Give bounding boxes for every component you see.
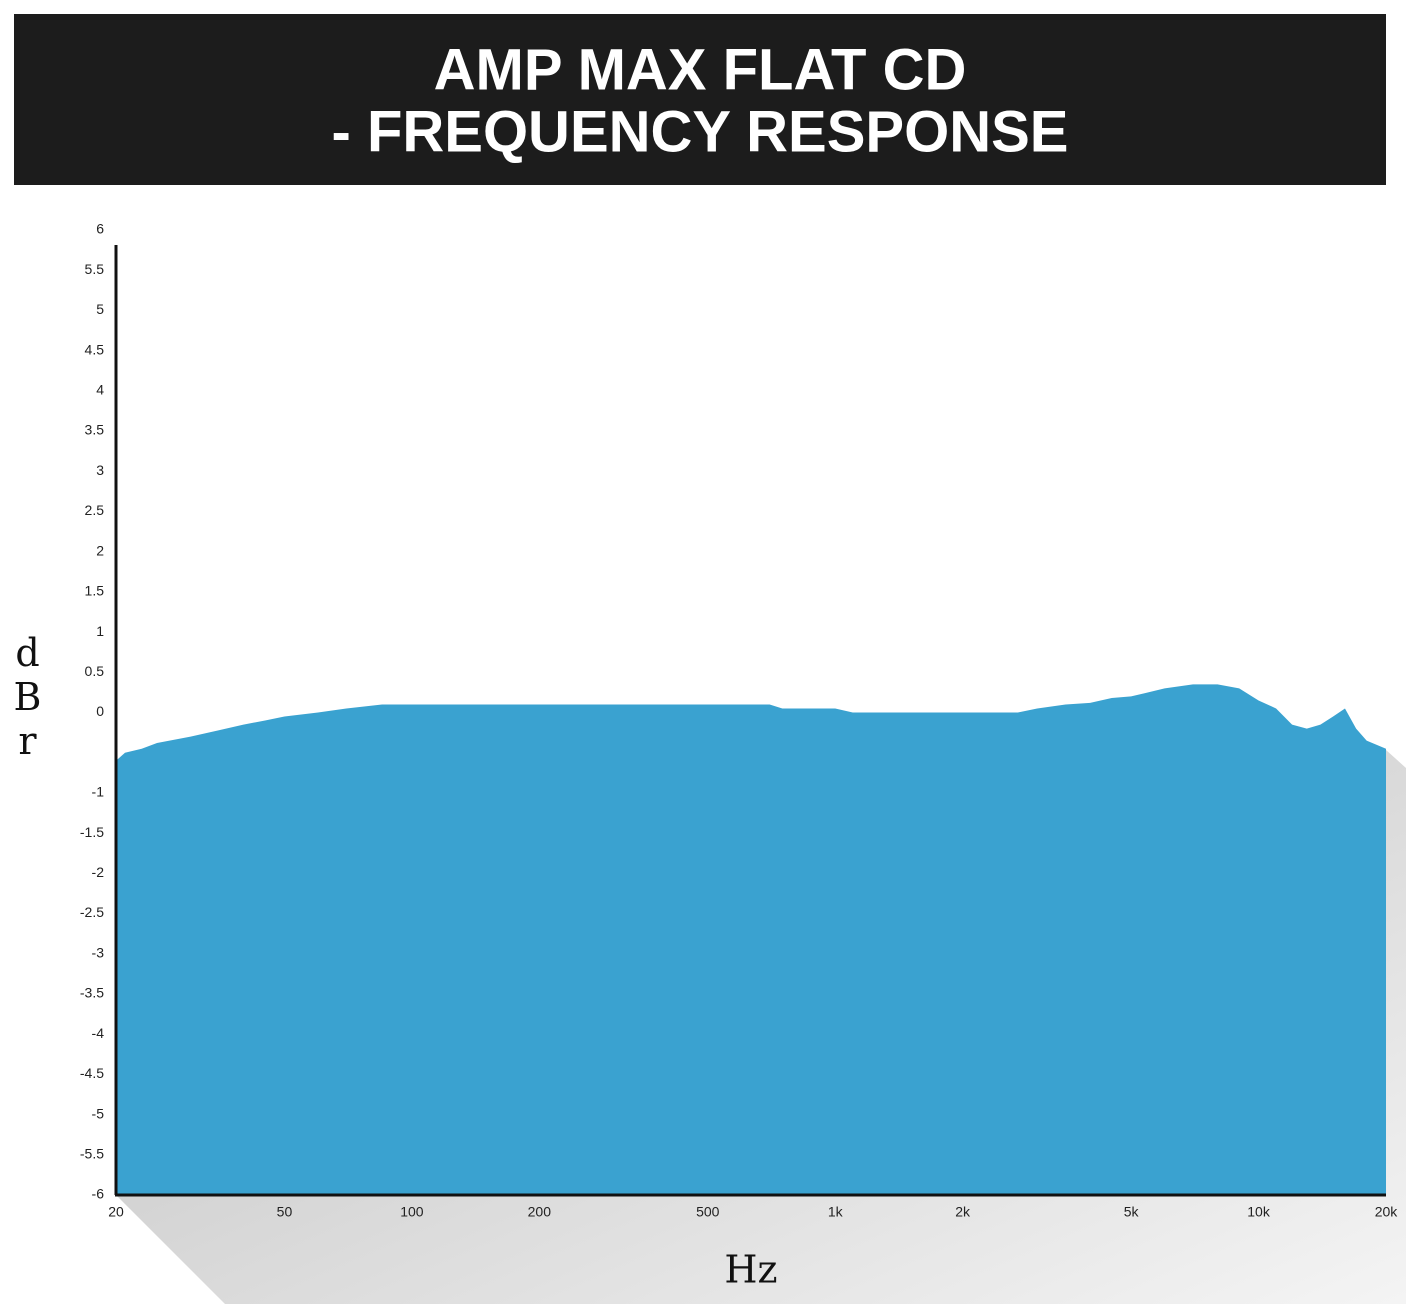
y-tick-label: 0.5 <box>85 663 105 679</box>
x-tick-label: 50 <box>277 1204 293 1220</box>
x-tick-label: 500 <box>696 1204 720 1220</box>
x-tick-label: 100 <box>400 1204 424 1220</box>
x-tick-label: 5k <box>1124 1204 1140 1220</box>
x-axis-label: Hz <box>724 1248 777 1292</box>
y-tick-label: 3 <box>96 462 104 478</box>
y-tick-label: 1 <box>96 623 104 639</box>
x-tick-label: 1k <box>828 1204 844 1220</box>
y-tick-label: -2.5 <box>80 904 104 920</box>
area <box>116 684 1386 1195</box>
y-tick-label: 2.5 <box>85 502 105 518</box>
y-axis-label: dBr <box>6 631 50 763</box>
x-tick-label: 20 <box>108 1204 124 1220</box>
y-tick-label: -2 <box>92 864 105 880</box>
chart-title: AMP MAX FLAT CD <box>434 37 967 102</box>
title-bar <box>14 14 1386 185</box>
y-tick-label: -4 <box>92 1025 105 1041</box>
y-tick-label: -4.5 <box>80 1065 104 1081</box>
y-tick-label: 2 <box>96 542 104 558</box>
x-tick-label: 2k <box>955 1204 971 1220</box>
x-tick-label: 10k <box>1247 1204 1271 1220</box>
y-tick-label: 4.5 <box>85 341 105 357</box>
y-tick-label: 6 <box>96 221 104 237</box>
y-tick-label: 1.5 <box>85 583 105 599</box>
y-tick-label: -5 <box>92 1105 105 1121</box>
y-tick-label: -1.5 <box>80 824 104 840</box>
y-tick-label: 0 <box>96 703 104 719</box>
y-tick-label: -1 <box>92 784 105 800</box>
y-tick-label: -6 <box>92 1186 105 1202</box>
x-tick-label: 200 <box>528 1204 552 1220</box>
y-tick-label: 4 <box>96 382 104 398</box>
y-tick-label: 5 <box>96 301 104 317</box>
y-tick-label: -3.5 <box>80 985 104 1001</box>
chart-title: - FREQUENCY RESPONSE <box>332 99 1069 164</box>
y-tick-label: 5.5 <box>85 261 105 277</box>
x-tick-label: 20k <box>1375 1204 1399 1220</box>
y-tick-label: 3.5 <box>85 422 105 438</box>
y-tick-label: -3 <box>92 944 105 960</box>
y-tick-label: -5.5 <box>80 1145 104 1161</box>
